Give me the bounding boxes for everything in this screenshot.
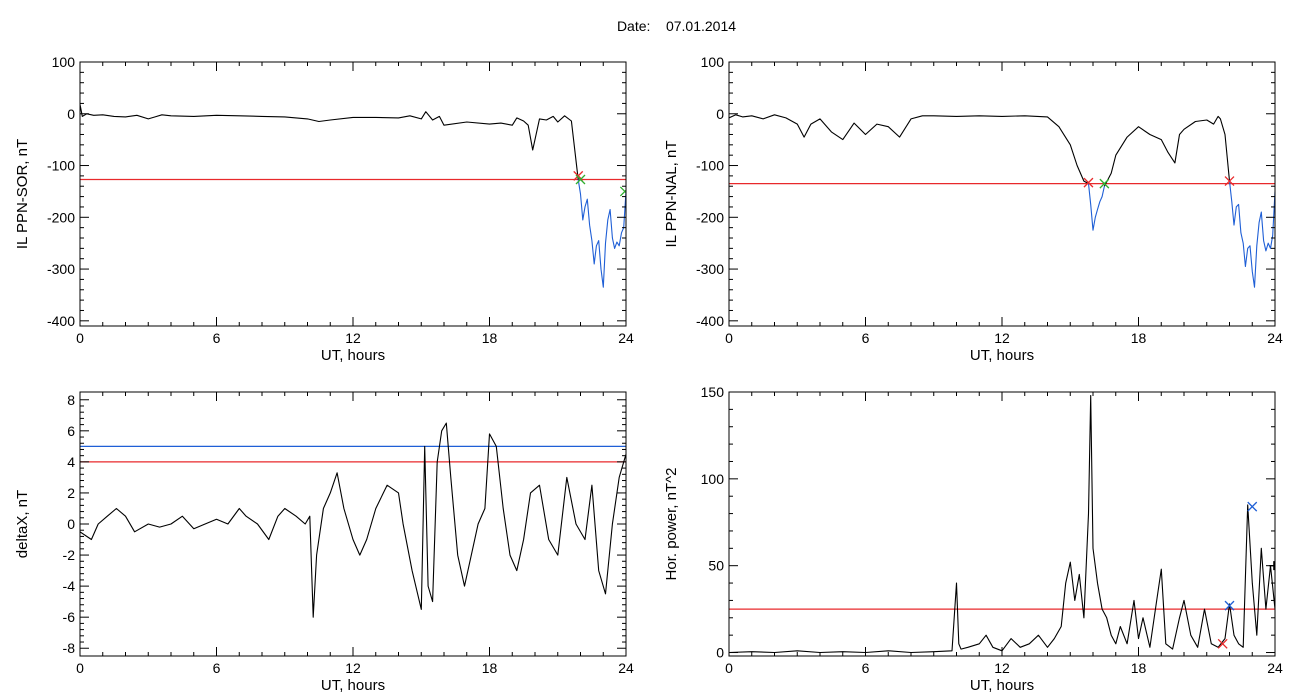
x-tick-label: 24 [618,660,634,676]
series-line-1 [577,179,626,288]
x-tick-label: 0 [725,330,733,346]
y-tick-label: 4 [67,454,75,470]
y-tick-label: -8 [63,640,76,656]
series-line-2 [1103,115,1231,187]
chart-tl: 0 6 12 18 24 100 0 -100 -200 -300 -400 UT, hours IL … [14,54,634,364]
x-tick-label: 12 [345,660,361,676]
y-axis-label: Hor. power, nT^2 [663,468,680,581]
x-tick-label: 18 [1131,660,1147,676]
x-axis-label: UT, hours [321,677,385,694]
y-tick-label: -100 [47,158,75,174]
y-tick-label: 100 [52,54,76,70]
series-line-0 [729,114,1089,185]
y-tick-label: -200 [47,209,75,225]
x-tick-label: 6 [213,660,221,676]
x-tick-label: 18 [482,330,498,346]
x-tick-label: 6 [862,660,870,676]
x-tick-label: 12 [994,660,1010,676]
x-tick-label: 18 [1131,330,1147,346]
x-tick-label: 12 [994,330,1010,346]
y-tick-label: -200 [696,209,724,225]
series-line-0 [80,104,579,180]
y-tick-label: -6 [63,609,76,625]
page-title: Date: 07.01.2014 [0,18,1300,34]
x-tick-label: 18 [482,660,498,676]
x-axis-label: UT, hours [321,347,385,364]
x-tick-label: 24 [1267,330,1283,346]
y-tick-label: 50 [708,558,724,574]
y-axis-label: IL PPN-SOR, nT [14,139,31,249]
y-tick-label: 100 [701,471,725,487]
x-tick-label: 6 [862,330,870,346]
series-line-0 [80,422,626,618]
y-tick-label: 0 [67,516,75,532]
y-tick-label: 100 [701,54,725,70]
series-line-0 [729,394,1275,654]
plot-frame [79,391,627,657]
date-value: 07.01.2014 [665,18,737,34]
y-tick-label: 0 [67,106,75,122]
y-tick-label: 0 [716,106,724,122]
plot-frame [79,61,627,327]
marker [619,186,626,197]
marker [1217,638,1228,649]
plot-frame [728,61,1276,327]
date-label: Date: [616,18,651,34]
y-tick-label: -4 [63,578,76,594]
x-tick-label: 24 [618,330,634,346]
series-line-3 [1228,181,1275,288]
x-tick-label: 12 [345,330,361,346]
x-tick-label: 24 [1267,660,1283,676]
marker [1099,178,1110,189]
plot-frame [728,391,1276,657]
x-tick-label: 0 [725,660,733,676]
y-tick-label: 2 [67,485,75,501]
y-axis-label: deltaX, nT [14,490,31,558]
marker [1247,501,1258,512]
y-axis-label: IL PPN-NAL, nT [663,141,680,248]
chart-br: 0 6 12 18 24 150 100 50 0 UT, hours Hor. power, nT… [663,384,1283,694]
x-axis-label: UT, hours [970,677,1034,694]
y-tick-label: -2 [63,547,76,563]
y-tick-label: -400 [47,313,75,329]
y-tick-label: 8 [67,392,75,408]
chart-bl: 0 6 12 18 24 8 6 4 2 0 -2 -4 -6 -8 UT, hours deltaX, nT [14,391,634,694]
x-axis-label: UT, hours [970,347,1034,364]
chart-tr: 0 6 12 18 24 100 0 -100 -200 -300 -400 UT, hours IL … [663,54,1283,364]
x-tick-label: 6 [213,330,221,346]
series-line-1 [1087,183,1105,231]
y-tick-label: -100 [696,158,724,174]
marker [575,174,586,185]
marker [1224,600,1235,611]
x-tick-label: 0 [76,330,84,346]
x-tick-label: 0 [76,660,84,676]
y-tick-label: -300 [47,261,75,277]
marker [1224,176,1235,187]
y-tick-label: -300 [696,261,724,277]
y-tick-label: 0 [716,645,724,661]
y-tick-label: -400 [696,313,724,329]
y-tick-label: 150 [701,384,725,400]
y-tick-label: 6 [67,423,75,439]
marker [1083,177,1094,188]
